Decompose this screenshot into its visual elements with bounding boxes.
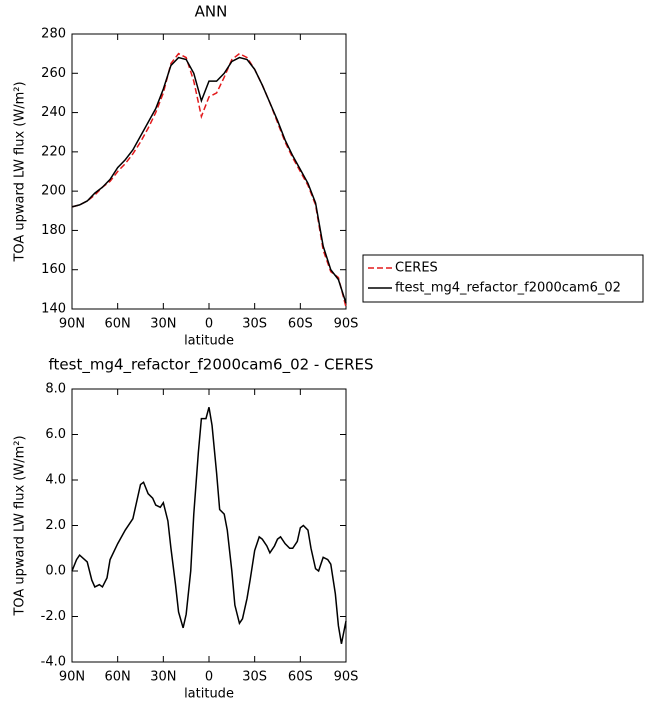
legend-label: CERES (395, 261, 438, 276)
x-tick-label: 90S (334, 670, 359, 685)
x-axis-label: latitude (184, 334, 234, 349)
x-tick-label: 90N (59, 670, 85, 685)
y-tick-label: 200 (41, 184, 66, 199)
x-tick-label: 30N (150, 670, 176, 685)
x-tick-label: 30S (242, 317, 267, 332)
x-tick-label: 60S (288, 670, 313, 685)
y-tick-label: 240 (41, 105, 66, 120)
y-axis-label: TOA upward LW flux (W/m²) (13, 435, 28, 616)
x-axis-label: latitude (184, 687, 234, 702)
x-tick-label: 60S (288, 317, 313, 332)
y-tick-label: 220 (41, 144, 66, 159)
y-tick-label: 260 (41, 66, 66, 81)
chart-title: ftest_mg4_refactor_f2000cam6_02 - CERES (49, 356, 374, 375)
x-tick-label: 30S (242, 670, 267, 685)
legend-label: ftest_mg4_refactor_f2000cam6_02 (395, 281, 621, 296)
legend-box (362, 254, 644, 303)
x-tick-label: 0 (205, 670, 213, 685)
y-tick-label: 4.0 (45, 473, 66, 488)
x-tick-label: 90N (59, 317, 85, 332)
data-line (71, 407, 347, 644)
plot-frame (71, 388, 347, 663)
y-tick-label: 140 (41, 302, 66, 317)
x-tick-label: 60N (105, 670, 131, 685)
y-tick-label: -4.0 (41, 655, 66, 670)
x-tick-label: 30N (150, 317, 176, 332)
y-tick-label: 6.0 (45, 427, 66, 442)
y-tick-label: 280 (41, 27, 66, 42)
y-tick-label: 8.0 (45, 382, 66, 397)
chart-title: ANN (195, 3, 228, 21)
y-tick-label: 2.0 (45, 518, 66, 533)
y-tick-label: 0.0 (45, 564, 66, 579)
x-tick-label: 60N (105, 317, 131, 332)
plot-frame (71, 33, 347, 310)
y-tick-label: -2.0 (41, 609, 66, 624)
data-line (71, 52, 347, 308)
data-line (71, 56, 347, 304)
x-tick-label: 0 (205, 317, 213, 332)
y-tick-label: 160 (41, 262, 66, 277)
y-axis-label: TOA upward LW flux (W/m²) (13, 81, 28, 262)
x-tick-label: 90S (334, 317, 359, 332)
y-tick-label: 180 (41, 223, 66, 238)
